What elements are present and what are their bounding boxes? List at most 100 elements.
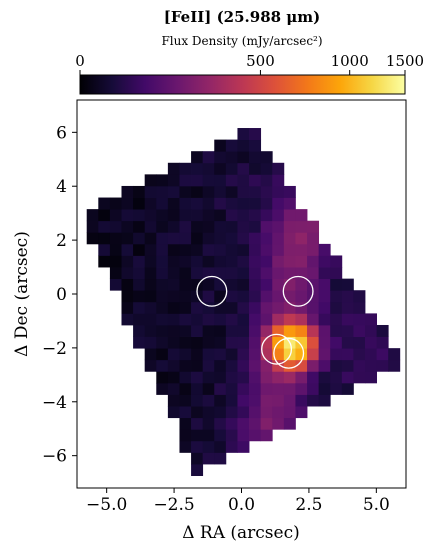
heatmap-cell [272,394,285,407]
heatmap-cell [225,406,238,419]
heatmap-cell [283,267,296,280]
heatmap-cell [133,278,146,291]
heatmap-cell [318,278,331,291]
heatmap-cell [202,290,215,303]
heatmap-cell [121,185,134,198]
heatmap-cell [295,255,308,268]
heatmap-cell [237,185,250,198]
heatmap-cell [307,348,320,361]
heatmap-cell [133,336,146,349]
heatmap-cell [191,174,204,187]
heatmap [86,128,401,477]
heatmap-cell [109,209,122,222]
heatmap-cell [179,209,192,222]
heatmap-cell [156,313,169,326]
heatmap-cell [225,348,238,361]
heatmap-cell [260,162,273,175]
heatmap-cell [144,336,157,349]
heatmap-cell [307,382,320,395]
heatmap-cell [295,359,308,372]
heatmap-cell [330,255,343,268]
heatmap-cell [237,313,250,326]
heatmap-cell [272,220,285,233]
heatmap-cell [249,301,262,314]
heatmap-cell [191,382,204,395]
heatmap-cell [272,406,285,419]
heatmap-cell [260,232,273,245]
heatmap-cell [237,324,250,337]
heatmap-cell [144,197,157,210]
heatmap-cell [121,313,134,326]
heatmap-cell [295,324,308,337]
heatmap-cell [121,232,134,245]
heatmap-cell [249,313,262,326]
x-axis-label: Δ RA (arcsec) [182,523,300,543]
heatmap-cell [144,174,157,187]
heatmap-cell [191,301,204,314]
heatmap-cell [156,371,169,384]
heatmap-cell [179,440,192,453]
heatmap-cell [109,255,122,268]
heatmap-cell [330,371,343,384]
heatmap-cell [341,371,354,384]
heatmap-cell [365,371,378,384]
heatmap-cell [191,232,204,245]
heatmap-cell [202,301,215,314]
heatmap-cell [202,174,215,187]
heatmap-cell [156,382,169,395]
heatmap-cell [260,336,273,349]
heatmap-cell [307,313,320,326]
heatmap-cell [156,359,169,372]
heatmap-cell [260,185,273,198]
heatmap-cell [98,232,111,245]
heatmap-cell [365,348,378,361]
heatmap-cell [98,197,111,210]
x-tick-label: −5.0 [86,495,127,515]
heatmap-cell [318,301,331,314]
heatmap-cell [167,324,180,337]
heatmap-cell [167,359,180,372]
heatmap-cell [272,255,285,268]
heatmap-cell [330,359,343,372]
heatmap-cell [330,267,343,280]
heatmap-cell [353,324,366,337]
heatmap-cell [202,324,215,337]
heatmap-cell [341,278,354,291]
heatmap-cell [260,429,273,442]
heatmap-cell [237,151,250,164]
heatmap-cell [225,209,238,222]
heatmap-cell [249,336,262,349]
heatmap-cell [156,185,169,198]
heatmap-cell [202,243,215,256]
heatmap-cell [318,394,331,407]
heatmap-cell [179,232,192,245]
heatmap-cell [202,359,215,372]
heatmap-cell [191,429,204,442]
heatmap-cell [249,185,262,198]
heatmap-cell [272,382,285,395]
heatmap-cell [225,336,238,349]
heatmap-cell [202,220,215,233]
heatmap-cell [260,220,273,233]
heatmap-cell [156,255,169,268]
heatmap-cell [144,209,157,222]
heatmap-cell [318,348,331,361]
heatmap-cell [260,324,273,337]
heatmap-cell [214,243,227,256]
heatmap-cell [144,220,157,233]
heatmap-cell [202,185,215,198]
heatmap-cell [191,185,204,198]
heatmap-cell [388,359,401,372]
heatmap-cell [283,209,296,222]
heatmap-cell [272,348,285,361]
y-axis-ticks: 6 4 2 0 −2 −4 −6 [42,123,77,467]
heatmap-cell [225,359,238,372]
heatmap-cell [237,290,250,303]
heatmap-cell [214,313,227,326]
heatmap-cell [144,255,157,268]
heatmap-cell [307,232,320,245]
heatmap-cell [121,267,134,280]
heatmap-cell [133,243,146,256]
colorbar-tick-label: 1000 [331,52,369,70]
heatmap-cell [249,278,262,291]
